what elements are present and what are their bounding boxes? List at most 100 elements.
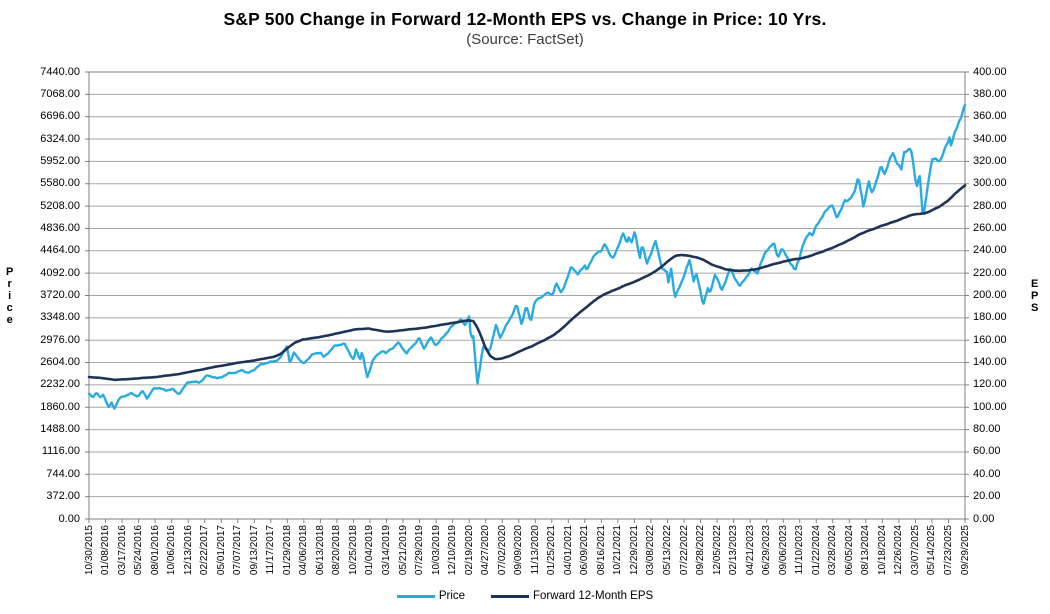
x-axis-tick-label: 09/29/2025 (959, 525, 971, 576)
plot-area (85, 71, 969, 523)
legend-swatch (491, 594, 530, 598)
legend-item: Price (396, 590, 466, 602)
x-axis-tick-label: 10/03/2019 (430, 525, 442, 576)
x-axis-tick-label: 12/13/2016 (182, 525, 194, 576)
y-axis-tick-label: 200.00 (973, 289, 1007, 301)
legend-label: Forward 12-Month EPS (533, 590, 654, 602)
y-axis-tick-label: 0.00 (973, 512, 995, 525)
y-axis-tick-label: 4836.00 (40, 221, 80, 234)
x-axis-tick-label: 04/01/2021 (562, 525, 574, 576)
x-axis-tick-label: 01/29/2018 (281, 525, 293, 576)
x-axis-tick-label: 11/17/2017 (265, 525, 277, 575)
chart-subtitle: (Source: FactSet) (466, 31, 584, 48)
x-axis-tick-label: 07/07/2017 (232, 525, 244, 576)
x-axis-tick-label: 09/09/2020 (513, 525, 525, 576)
y-axis-tick-label: 40.00 (973, 467, 1001, 480)
x-axis-tick-label: 10/30/2015 (83, 525, 95, 576)
y-axis-tick-label: 280.00 (973, 199, 1007, 212)
x-axis-tick-label: 04/06/2018 (298, 525, 310, 576)
price-line (87, 103, 967, 410)
x-axis-tick-label: 07/22/2022 (678, 525, 690, 576)
eps-line (87, 184, 967, 382)
y-axis-tick-label: 1488.00 (40, 423, 80, 436)
y-axis-tick-label: 3348.00 (40, 311, 80, 324)
x-axis-tick-label: 05/13/2022 (661, 525, 673, 576)
y-axis-tick-label: 1860.00 (40, 400, 80, 413)
chart-title: S&P 500 Change in Forward 12-Month EPS v… (223, 9, 827, 29)
x-axis-tick-label: 01/22/2024 (810, 525, 822, 576)
x-axis-tick-label: 10/06/2016 (166, 525, 178, 576)
x-axis-tick-label: 12/10/2019 (447, 525, 459, 576)
x-axis-tick-label: 03/07/2025 (909, 525, 921, 576)
y-axis-tick-label: 260.00 (973, 221, 1007, 234)
y-axis-tick-label: 4464.00 (40, 244, 80, 257)
legend-item: Forward 12-Month EPS (491, 590, 653, 602)
x-axis-tick-label: 07/29/2019 (414, 525, 426, 576)
x-axis-tick-label: 06/05/2024 (843, 525, 855, 576)
x-axis-tick-label: 10/21/2021 (612, 525, 624, 576)
x-axis-tick-label: 05/24/2016 (133, 525, 145, 576)
x-axis-tick-label: 08/20/2018 (331, 525, 343, 576)
legend-label: Price (438, 590, 466, 602)
x-axis-tick-label: 12/29/2021 (628, 525, 640, 576)
legend: Price Forward 12-Month EPS (0, 590, 1050, 602)
y-axis-tick-label: 2604.00 (40, 356, 80, 369)
x-axis-tick-label: 01/08/2016 (100, 525, 112, 576)
y-axis-tick-label: 180.00 (973, 311, 1007, 324)
x-axis-tick-label: 08/13/2024 (860, 525, 872, 576)
y-axis-tick-label: 240.00 (973, 244, 1007, 257)
y-axis-tick-label: 380.00 (973, 87, 1007, 100)
y-axis-tick-label: 372.00 (46, 490, 80, 503)
y-axis-tick-label: 5208.00 (40, 199, 80, 212)
x-axis-tick-label: 09/28/2022 (695, 525, 707, 576)
y-axis-tick-label: 220.00 (973, 266, 1007, 279)
y-axis-tick-label: 320.00 (973, 154, 1007, 167)
x-axis-tick-label: 12/26/2024 (893, 525, 905, 576)
y-axis-right-title: E P S (1031, 277, 1039, 314)
plot-border (88, 71, 966, 520)
y-axis-tick-label: 140.00 (973, 356, 1007, 369)
y-axis-tick-label: 60.00 (973, 445, 1001, 458)
x-axis-tick-label: 10/25/2018 (347, 525, 359, 576)
legend-swatch (396, 594, 435, 598)
y-axis-tick-label: 6324.00 (40, 132, 80, 145)
x-axis-tick-label: 03/14/2019 (381, 525, 392, 576)
x-axis-tick-label: 05/14/2025 (926, 525, 938, 576)
y-axis-tick-label: 744.00 (46, 467, 80, 480)
y-axis-left-title: P r i c e (6, 265, 14, 326)
x-axis-tick-label: 01/25/2021 (546, 525, 558, 576)
x-axis-tick-label: 06/29/2023 (761, 525, 773, 576)
x-axis-tick-label: 05/21/2019 (397, 525, 409, 576)
y-axis-tick-label: 2232.00 (40, 378, 80, 391)
x-axis-tick-label: 11/13/2020 (529, 525, 541, 575)
x-axis-tick-label: 12/05/2022 (711, 525, 723, 576)
y-axis-tick-label: 2976.00 (40, 333, 80, 346)
y-axis-tick-label: 4092.00 (40, 266, 80, 279)
y-axis-tick-label: 3720.00 (40, 289, 80, 301)
x-axis-tick-label: 03/28/2024 (827, 525, 839, 576)
y-axis-tick-label: 80.00 (973, 423, 1001, 436)
x-axis-tick-label: 08/01/2016 (149, 525, 161, 576)
x-axis-tick-label: 09/06/2023 (777, 525, 789, 576)
x-axis-tick-label: 03/17/2016 (116, 525, 128, 576)
y-axis-tick-label: 160.00 (973, 333, 1007, 346)
x-axis-tick-label: 04/21/2023 (744, 525, 756, 576)
y-axis-tick-label: 1116.00 (41, 445, 80, 458)
x-axis-tick-label: 11/10/2023 (794, 525, 806, 575)
y-axis-tick-label: 5580.00 (40, 177, 80, 190)
x-axis-tick-label: 07/23/2025 (942, 525, 954, 576)
y-axis-tick-label: 300.00 (973, 177, 1007, 190)
x-axis-tick-label: 07/02/2020 (496, 525, 508, 576)
x-axis-tick-label: 03/08/2022 (645, 525, 657, 576)
x-axis-tick-label: 06/09/2021 (579, 525, 591, 576)
y-axis-tick-label: 100.00 (973, 400, 1007, 413)
y-axis-tick-label: 400.00 (973, 65, 1007, 78)
y-axis-tick-label: 7068.00 (40, 87, 80, 100)
x-axis-tick-label: 06/13/2018 (314, 525, 326, 576)
y-axis-tick-label: 7440.00 (40, 65, 80, 78)
x-axis-tick-label: 04/27/2020 (480, 525, 492, 576)
y-axis-tick-label: 5952.00 (40, 154, 80, 167)
x-axis-tick-label: 02/22/2017 (199, 525, 211, 576)
y-axis-tick-label: 120.00 (973, 378, 1007, 391)
